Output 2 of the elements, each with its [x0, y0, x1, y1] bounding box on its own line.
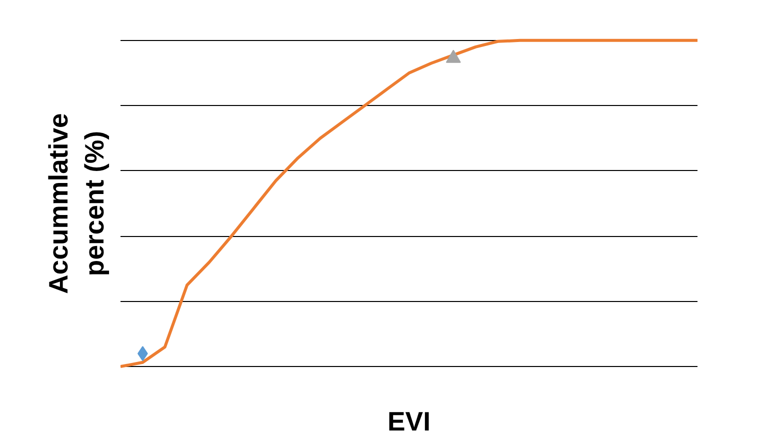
y-axis-title: Accummlative percent (%) [44, 113, 110, 294]
x-axis-title: EVI [388, 406, 430, 436]
